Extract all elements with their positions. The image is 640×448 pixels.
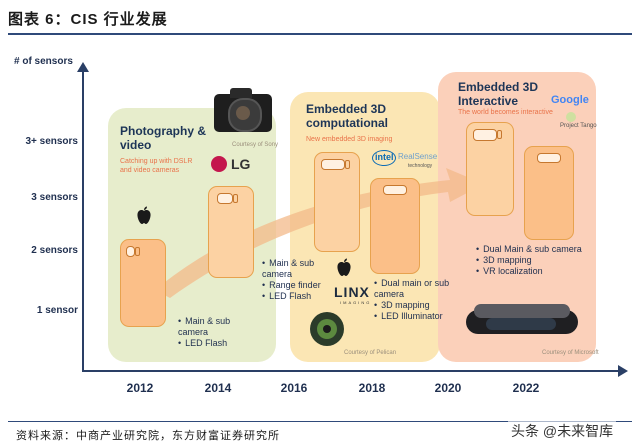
depth-camera-device-icon xyxy=(310,312,344,346)
phone-2020-icon xyxy=(466,122,514,216)
title-rule xyxy=(8,33,632,35)
courtesy-pelican: Courtesy of Pelican xyxy=(344,350,397,356)
lg-logo-icon xyxy=(211,156,227,172)
phone-2012-flash xyxy=(135,247,140,256)
phone-2022-camera xyxy=(537,153,561,163)
phone-2014-flash xyxy=(233,194,238,203)
y-axis-title: # of sensors xyxy=(14,56,73,67)
bullet-item: 3D mapping xyxy=(374,300,454,311)
phone-2018-camera xyxy=(383,185,407,195)
figure-title: 图表 6：CIS 行业发展 xyxy=(8,11,168,28)
bullet-item: VR localization xyxy=(476,266,586,277)
bullet-item: LED Flash xyxy=(178,338,258,349)
linx-subtext: IMAGING xyxy=(340,300,372,305)
x-year-2018: 2018 xyxy=(358,381,386,395)
stage-computational-title: Embedded 3D computational xyxy=(306,102,389,130)
x-year-2022: 2022 xyxy=(512,381,540,395)
stage-computational-subtitle: New embedded 3D imaging xyxy=(306,136,393,143)
x-axis-arrowhead xyxy=(618,365,628,377)
watermark: 头条 @未来智库 xyxy=(508,421,617,441)
courtesy-microsoft: Courtesy of Microsoft xyxy=(542,350,599,356)
source-note: 资料来源：中商产业研究院，东方财富证券研究所 xyxy=(16,430,280,442)
x-axis-line xyxy=(82,370,622,372)
y-level-2: 2 sensors xyxy=(31,245,78,256)
x-year-2016: 2016 xyxy=(280,381,308,395)
y-level-3plus: 3+ sensors xyxy=(25,136,78,147)
dslr-camera-icon xyxy=(214,86,272,132)
stage-photography-subtitle: Catching up with DSLR and video cameras xyxy=(120,158,193,174)
phone-2012-camera xyxy=(126,246,135,257)
phone-2020-camera xyxy=(473,129,497,141)
footer-rule xyxy=(8,421,632,422)
realsense-subtext: technology xyxy=(408,163,433,169)
intel-logo-icon xyxy=(372,150,396,166)
phone-2014-camera xyxy=(217,193,233,204)
bullet-item: Range finder xyxy=(262,280,342,291)
hololens-headset-icon xyxy=(466,300,578,340)
phone-2016-icon xyxy=(314,152,360,252)
stage-photography-bullets-2014: Main & sub camera Range finder LED Flash xyxy=(262,258,342,302)
stage-interactive-bullets: Dual Main & sub camera 3D mapping VR loc… xyxy=(476,244,586,277)
stage-photography-bullets-2012: Main & sub camera LED Flash xyxy=(178,316,258,349)
x-year-2014: 2014 xyxy=(204,381,232,395)
apple-logo-icon xyxy=(337,258,351,276)
realsense-wordmark: RealSense xyxy=(398,152,438,161)
y-axis-line xyxy=(82,70,84,371)
growth-arrow xyxy=(155,168,484,298)
bullet-item: Dual main or sub camera xyxy=(374,278,454,300)
lg-wordmark: LG xyxy=(231,156,251,172)
phone-2012-icon xyxy=(120,239,166,327)
x-year-2020: 2020 xyxy=(434,381,462,395)
x-year-2012: 2012 xyxy=(126,381,154,395)
bullet-item: Main & sub camera xyxy=(262,258,342,280)
intel-wordmark: intel xyxy=(375,152,394,162)
linx-wordmark: LINX xyxy=(334,284,370,300)
y-level-1: 1 sensor xyxy=(36,305,78,316)
courtesy-sony: Courtesy of Sony xyxy=(232,142,279,148)
phone-2016-flash xyxy=(345,160,350,169)
stage-computational-bullets: Dual main or sub camera 3D mapping LED I… xyxy=(374,278,454,322)
bullet-item: Main & sub camera xyxy=(178,316,258,338)
phone-2018-icon xyxy=(370,178,420,274)
y-axis-arrowhead xyxy=(77,62,89,72)
project-tango-label: Project Tango xyxy=(560,123,597,129)
bullet-item: LED Flash xyxy=(262,291,342,302)
stage-photography-title: Photography & video xyxy=(120,124,206,152)
y-level-3: 3 sensors xyxy=(31,192,78,203)
apple-logo-icon xyxy=(137,206,151,224)
bullet-item: Dual Main & sub camera xyxy=(476,244,586,255)
project-tango-icon xyxy=(566,112,576,122)
bullet-item: LED Illuminator xyxy=(374,311,454,322)
phone-2020-flash xyxy=(497,130,502,139)
phone-2022-icon xyxy=(524,146,574,240)
stage-interactive-title: Embedded 3D Interactive xyxy=(458,80,539,108)
phone-2016-camera xyxy=(321,159,345,170)
phone-2014-icon xyxy=(208,186,254,278)
stage-interactive-subtitle: The world becomes interactive xyxy=(458,109,553,116)
bullet-item: 3D mapping xyxy=(476,255,586,266)
google-wordmark: Google xyxy=(551,94,589,106)
